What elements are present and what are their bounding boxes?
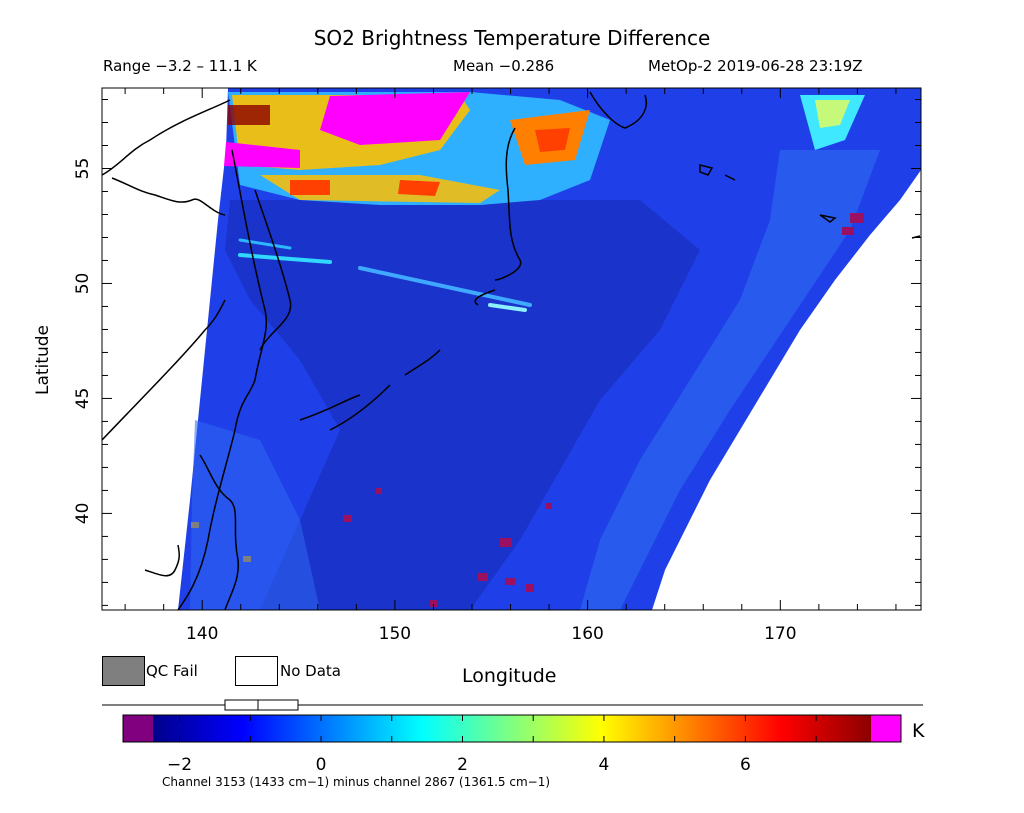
x-axis-label: Longitude: [462, 665, 557, 687]
y-tick-label: 55: [73, 158, 93, 180]
scattered-pixels: [343, 213, 864, 607]
x-tick-label: 170: [764, 624, 796, 644]
scroll-thumb[interactable]: [224, 699, 299, 711]
qc-fail-swatch: [102, 656, 145, 686]
plot-title: SO2 Brightness Temperature Difference: [313, 26, 711, 50]
colorbar-unit: K: [912, 720, 925, 742]
range-text: Range −3.2 – 11.1 K: [103, 57, 257, 75]
colorbar-tick-label: 4: [599, 755, 610, 775]
plot-frame: [101, 87, 922, 611]
y-tick-label: 40: [73, 503, 93, 525]
x-tick-label: 160: [571, 624, 603, 644]
y-ticks: 40 45 50 55: [73, 98, 921, 606]
x-tick-label: 150: [379, 624, 411, 644]
no-data-swatch: [235, 656, 278, 686]
colorbar-over: [871, 715, 901, 742]
mean-text: Mean −0.286: [453, 57, 555, 75]
colorbar-tick-label: −2: [167, 755, 192, 775]
qc-fail-label: QC Fail: [146, 662, 198, 680]
x-tick-label: 140: [186, 624, 218, 644]
colorbar-gradient: [153, 715, 871, 742]
colorbar-under: [123, 715, 153, 742]
colorbar-tick-label: 6: [740, 755, 751, 775]
no-data-label: No Data: [280, 662, 341, 680]
swath-dark-band: [225, 200, 700, 610]
so2-plume: [224, 92, 865, 205]
y-axis-label: Latitude: [33, 325, 53, 395]
qc-fail-pixels: [191, 522, 251, 562]
y-tick-label: 50: [73, 273, 93, 295]
colorbar: −2 0 2 4 6: [122, 714, 902, 775]
y-tick-label: 45: [73, 388, 93, 410]
colorbar-tick-label: 0: [316, 755, 327, 775]
colorbar-frame: [122, 714, 902, 743]
satellite-time-text: MetOp-2 2019-06-28 23:19Z: [648, 57, 863, 75]
x-ticks: 140 150 160 170: [124, 88, 897, 644]
coastlines: [102, 91, 921, 610]
swath-light-band: [580, 150, 880, 610]
swath-west-band: [190, 420, 320, 610]
colorbar-tick-label: 2: [457, 755, 468, 775]
colorbar-caption: Channel 3153 (1433 cm−1) minus channel 2…: [162, 775, 551, 789]
so2-streaks: [238, 238, 532, 312]
